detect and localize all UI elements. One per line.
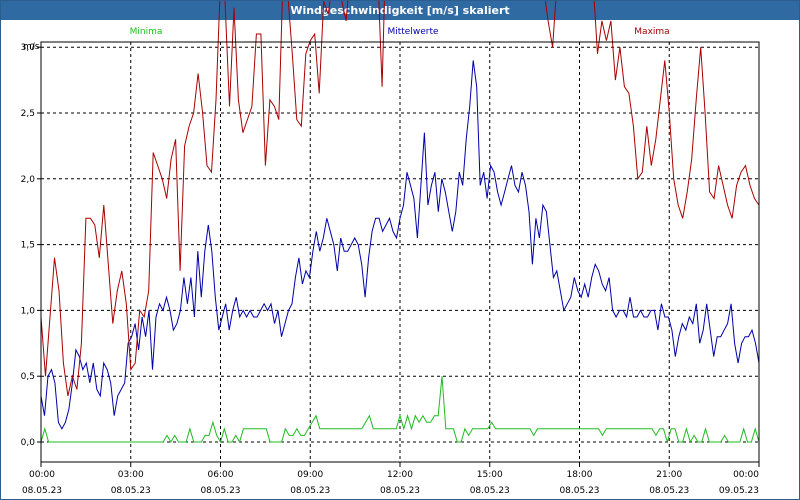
x-tick-time: 06:00	[208, 470, 234, 480]
x-tick-time: 03:00	[118, 470, 144, 480]
y-tick-label: 1,0	[21, 306, 36, 316]
y-tick-label: 3,0	[21, 43, 36, 53]
x-tick-date: 08.05.23	[559, 486, 599, 496]
x-tick-time: 00:00	[29, 470, 55, 480]
legend: Minima Mittelwerte Maxima	[130, 27, 670, 37]
plot-area-border	[40, 41, 760, 463]
grid	[41, 42, 759, 462]
y-tick-label: 0,0	[21, 438, 36, 448]
x-tick-date: 08.05.23	[200, 486, 240, 496]
x-tick-date: 08.05.23	[22, 486, 62, 496]
x-tick-time: 00:00	[733, 470, 759, 480]
x-tick-time: 21:00	[656, 470, 682, 480]
x-tick-date: 08.05.23	[380, 486, 420, 496]
x-tick-date: 08.05.23	[111, 486, 151, 496]
x-tick-date: 08.05.23	[290, 486, 330, 496]
series-line-minima	[40, 376, 760, 444]
legend-item-maxima: Maxima	[634, 27, 669, 37]
y-axis-label: m/s	[23, 42, 40, 52]
series-line-maxima	[40, 1, 760, 397]
x-tick-time: 15:00	[477, 470, 503, 480]
x-tick-date: 09.05.23	[719, 486, 759, 496]
series-line-mittelwerte	[40, 60, 760, 430]
chart-title: Windgeschwindigkeit [m/s] skaliert	[1, 1, 799, 20]
x-tick-time: 09:00	[297, 470, 323, 480]
x-tick-time: 18:00	[567, 470, 593, 480]
x-tick-date: 08.05.23	[470, 486, 510, 496]
x-tick-time: 12:00	[387, 470, 413, 480]
y-axis: 0,00,51,01,52,02,53,03,54,04,55,05,5	[21, 43, 41, 448]
legend-item-minima: Minima	[130, 27, 163, 37]
y-tick-label: 2,5	[21, 109, 35, 119]
x-tick-date: 08.05.23	[649, 486, 689, 496]
y-tick-label: 2,0	[21, 175, 36, 185]
x-axis: 00:00 08.05.23 03:00 08.05.23 06:00 08.05.23 0…	[22, 462, 760, 496]
series-layer	[40, 1, 760, 444]
y-tick-label: 1,5	[21, 241, 35, 251]
y-tick-label: 0,5	[21, 372, 35, 382]
legend-item-mittelwerte: Mittelwerte	[387, 27, 438, 37]
